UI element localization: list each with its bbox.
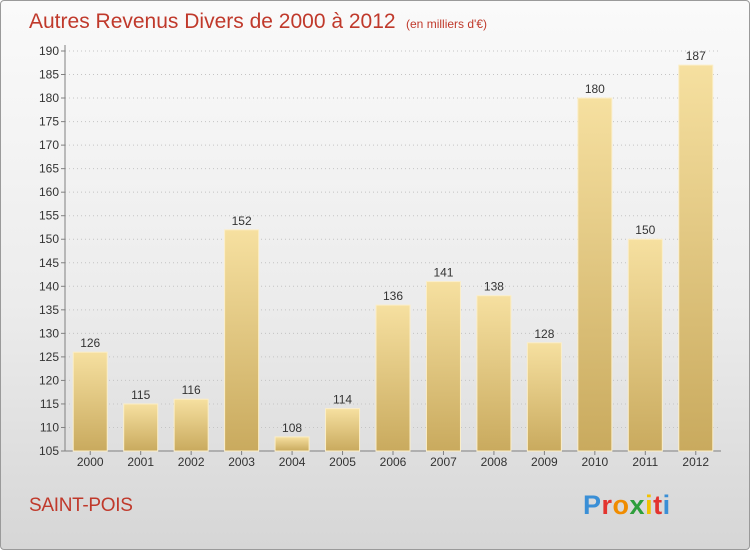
brand-letter: P <box>583 490 602 520</box>
data-label: 115 <box>131 388 150 402</box>
x-tick-label: 2003 <box>228 455 255 469</box>
data-label: 138 <box>484 280 504 294</box>
y-tick-label: 115 <box>40 397 59 411</box>
brand-letter: t <box>653 490 663 520</box>
bar <box>476 295 512 452</box>
x-tick-label: 2006 <box>380 455 407 469</box>
y-tick-label: 175 <box>39 115 59 129</box>
bar <box>72 351 108 452</box>
commune-name: SAINT-POIS <box>29 495 133 516</box>
x-tick-label: 2005 <box>329 455 356 469</box>
y-tick-label: 110 <box>40 420 59 434</box>
bar <box>577 97 613 452</box>
y-tick-label: 150 <box>39 232 59 246</box>
y-tick-label: 180 <box>39 91 59 105</box>
x-tick-label: 2004 <box>279 455 306 469</box>
brand-letter: o <box>612 490 630 520</box>
x-tick-label: 2002 <box>178 455 205 469</box>
y-tick-label: 165 <box>39 162 59 176</box>
bar <box>526 342 562 452</box>
x-tick-label: 2008 <box>481 455 508 469</box>
x-tick-label: 2009 <box>531 455 558 469</box>
bar <box>678 64 714 452</box>
y-tick-label: 170 <box>39 138 59 152</box>
y-tick-label: 135 <box>39 303 59 317</box>
y-tick-label: 125 <box>39 350 59 364</box>
y-tick-label: 185 <box>39 68 59 82</box>
x-tick-label: 2000 <box>77 455 104 469</box>
y-tick-label: 145 <box>39 256 59 270</box>
x-tick-label: 2010 <box>581 455 608 469</box>
x-tick-label: 2007 <box>430 455 457 469</box>
data-label: 128 <box>534 327 554 341</box>
brand-letter: i <box>662 490 671 520</box>
bar <box>425 281 461 452</box>
bar <box>123 403 159 452</box>
y-tick-label: 105 <box>39 444 59 458</box>
data-label: 108 <box>282 421 302 435</box>
brand-letter: x <box>629 490 646 520</box>
y-tick-label: 140 <box>39 279 59 293</box>
y-tick-label: 160 <box>39 185 59 199</box>
chart-title: Autres Revenus Divers de 2000 à 2012 (en… <box>29 10 487 34</box>
bar <box>173 398 209 452</box>
brand-logo: Proxiti <box>583 490 671 521</box>
y-tick-label: 130 <box>39 326 59 340</box>
chart-title-text: Autres Revenus Divers de 2000 à 2012 <box>29 10 396 33</box>
x-tick-label: 2001 <box>127 455 154 469</box>
y-tick-label: 120 <box>39 373 59 387</box>
data-label: 136 <box>383 289 403 303</box>
x-tick-label: 2012 <box>682 455 709 469</box>
data-label: 114 <box>333 393 352 407</box>
bar <box>627 238 663 452</box>
data-label: 187 <box>686 49 706 63</box>
data-label: 152 <box>232 214 252 228</box>
brand-letter: i <box>645 490 654 520</box>
bar <box>325 408 361 452</box>
bar <box>274 436 310 452</box>
y-tick-label: 155 <box>39 209 59 223</box>
chart-subtitle: (en milliers d'€) <box>406 17 487 31</box>
data-label: 180 <box>585 82 605 96</box>
data-label: 141 <box>433 266 453 280</box>
bar <box>224 229 260 452</box>
bar <box>375 304 411 452</box>
data-label: 150 <box>635 223 655 237</box>
data-label: 126 <box>80 336 100 350</box>
brand-letter: r <box>601 490 613 520</box>
x-tick-label: 2011 <box>632 455 658 469</box>
data-label: 116 <box>182 383 201 397</box>
y-tick-label: 190 <box>39 44 59 58</box>
